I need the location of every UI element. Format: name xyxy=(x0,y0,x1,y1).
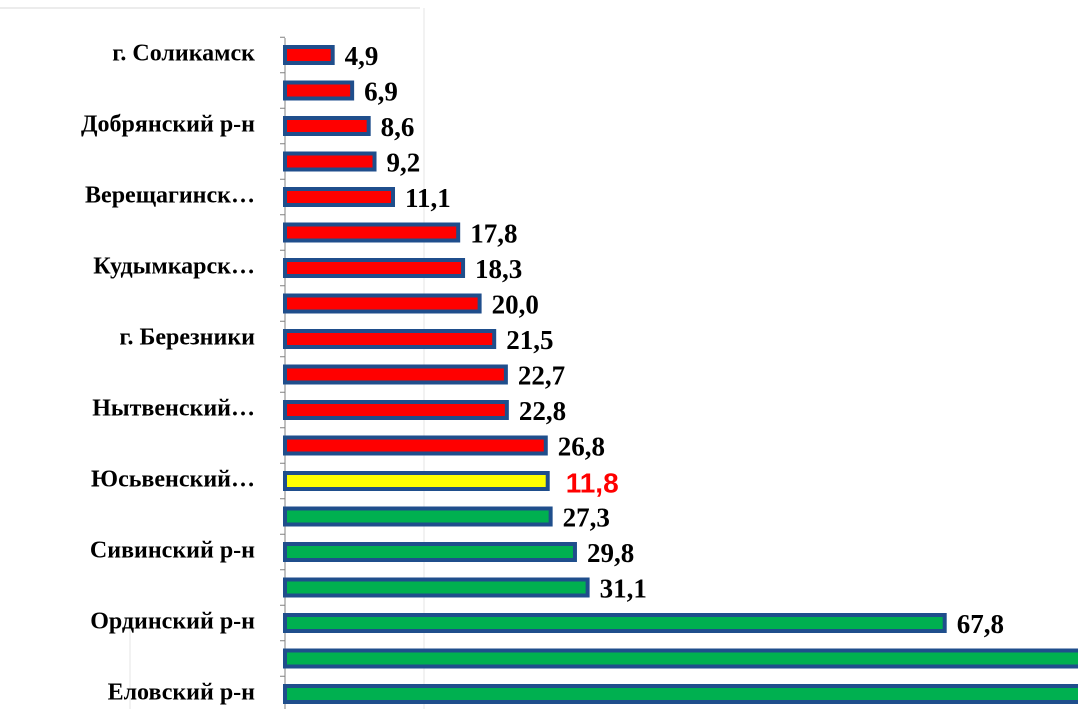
bar xyxy=(283,329,497,349)
bar xyxy=(283,471,550,491)
bar xyxy=(283,648,1078,669)
bar xyxy=(283,364,508,385)
value-label: 22,8 xyxy=(519,396,566,426)
value-label: 4,9 xyxy=(345,41,379,71)
bar xyxy=(283,542,577,562)
y-tick-label: Ординский р-н xyxy=(90,609,255,635)
value-label: 26,8 xyxy=(558,432,605,462)
y-tick-label: Юсьвенский… xyxy=(91,467,255,493)
y-tick-label: Кудымкарск… xyxy=(93,254,255,280)
y-tick-label: Нытвенский… xyxy=(92,396,255,422)
value-label: 22,7 xyxy=(518,361,565,391)
value-label: 6,9 xyxy=(364,77,398,107)
y-tick-label: Сивинский р-н xyxy=(90,538,255,564)
value-label: 8,6 xyxy=(381,112,415,142)
value-label: 11,1 xyxy=(405,183,451,213)
value-label: 17,8 xyxy=(470,219,517,249)
bar xyxy=(283,80,355,101)
bar xyxy=(283,116,371,136)
y-tick-label: Еловский р-н xyxy=(108,680,256,706)
bar xyxy=(283,400,509,420)
value-label: 21,5 xyxy=(506,325,553,355)
bar xyxy=(283,222,461,243)
bar xyxy=(283,613,947,633)
value-label: 67,8 xyxy=(957,609,1004,639)
value-label: 29,8 xyxy=(587,538,634,568)
bar xyxy=(283,45,335,65)
y-tick-label: Верещагинск… xyxy=(85,183,255,209)
bar xyxy=(283,293,482,314)
annotation: 11,8 xyxy=(566,467,619,498)
value-label: 20,0 xyxy=(492,290,539,320)
bar xyxy=(283,435,548,456)
value-label: 31,1 xyxy=(600,574,647,604)
bar xyxy=(283,577,590,598)
value-label: 9,2 xyxy=(387,148,421,178)
bar xyxy=(283,506,553,527)
bar xyxy=(283,258,466,278)
bar xyxy=(283,151,377,172)
y-tick-label: г. Березники xyxy=(119,325,255,351)
value-label: 18,3 xyxy=(475,254,522,284)
bar xyxy=(283,684,1078,704)
value-label: 27,3 xyxy=(563,503,610,533)
bar xyxy=(283,187,396,207)
y-tick-label: г. Соликамск xyxy=(112,41,255,67)
y-tick-label: Добрянский р-н xyxy=(81,112,255,138)
